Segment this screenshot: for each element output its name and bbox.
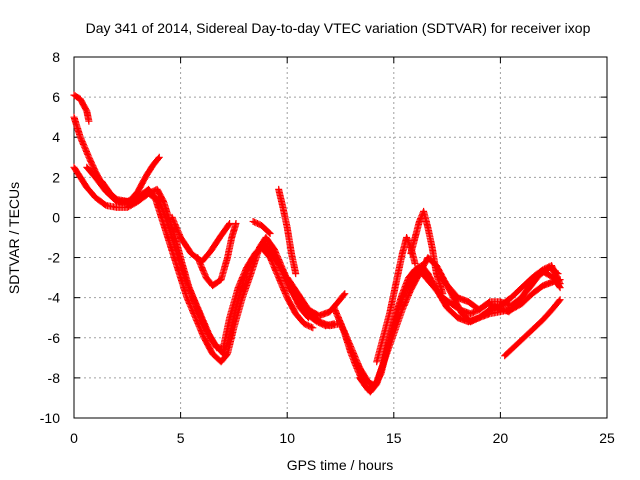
series-track-8 — [249, 218, 274, 237]
data-point-markers — [168, 213, 234, 266]
series-track-6 — [168, 213, 234, 266]
series-track-16 — [407, 207, 447, 298]
data-point-markers — [194, 220, 240, 290]
y-tick-label: 4 — [52, 129, 60, 145]
y-tick-label: 8 — [52, 49, 60, 65]
x-tick-label: 0 — [70, 430, 78, 446]
x-tick-label: 10 — [279, 430, 295, 446]
y-tick-label: -10 — [40, 410, 60, 426]
series-track-9 — [275, 185, 300, 278]
series-track-7 — [194, 220, 240, 290]
data-marks — [70, 91, 564, 396]
y-axis-label: SDTVAR / TECUs — [6, 182, 22, 294]
x-tick-label: 15 — [386, 430, 402, 446]
series-track-17 — [437, 268, 564, 314]
x-tick-label: 5 — [177, 430, 185, 446]
data-point-markers — [98, 153, 163, 205]
y-tick-label: 0 — [52, 209, 60, 225]
series-track-18 — [501, 296, 564, 360]
y-tick-label: -6 — [48, 330, 61, 346]
data-point-markers — [407, 207, 447, 298]
y-tick-label: 2 — [52, 169, 60, 185]
chart-title: Day 341 of 2014, Sidereal Day-to-day VTE… — [86, 20, 591, 36]
data-point-markers — [249, 218, 274, 237]
y-tick-label: -8 — [48, 370, 61, 386]
x-tick-label: 20 — [493, 430, 509, 446]
data-point-markers — [501, 296, 564, 360]
y-tick-label: -2 — [48, 250, 61, 266]
x-axis-label: GPS time / hours — [287, 457, 394, 473]
plot-frame — [73, 56, 608, 419]
y-tick-label: -4 — [48, 290, 61, 306]
data-point-markers — [437, 268, 564, 314]
ticks: 0 5 10 15 20 25 -10 -8 -6 -4 -2 0 2 4 6 8 — [40, 49, 615, 446]
x-tick-label: 25 — [599, 430, 615, 446]
data-point-markers — [70, 91, 93, 125]
series-track-1 — [70, 91, 93, 125]
y-tick-label: 6 — [52, 89, 60, 105]
data-point-markers — [275, 185, 300, 278]
series-track-5 — [98, 153, 163, 205]
